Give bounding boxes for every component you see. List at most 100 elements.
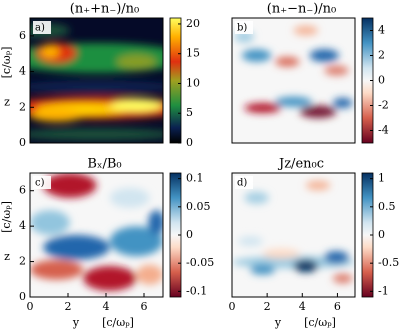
panel-label-box: [33, 21, 51, 34]
y-axis-unit: [c/ωₚ]: [0, 47, 13, 79]
colorbar-tick-label: -4: [378, 124, 389, 137]
field-blob: [275, 56, 300, 67]
chart-title: Bₓ/B₀: [87, 157, 121, 172]
chart-title: Jz/en₀c: [277, 157, 324, 172]
field-blob: [109, 226, 163, 257]
field-blob: [30, 210, 70, 236]
field-blob: [238, 236, 263, 247]
field-blob: [30, 43, 163, 73]
heatmap: [30, 18, 163, 143]
panel-label: c): [35, 178, 45, 189]
field-blob: [83, 266, 137, 291]
y-tick-label: 6: [19, 184, 26, 197]
colorbar-tick-label: 4: [378, 24, 385, 37]
x-tick-label: 4: [103, 300, 110, 313]
x-tick-label: 6: [141, 300, 148, 313]
field-blob: [332, 98, 353, 108]
colorbar-tick-label: 5: [186, 106, 193, 119]
heatmap-field: [232, 180, 355, 284]
field-blob: [40, 45, 60, 58]
heatmap-field: [30, 23, 163, 141]
y-tick-label: 4: [19, 65, 26, 78]
x-axis-label: y: [72, 316, 80, 329]
frame: [29, 17, 164, 144]
panel-label: b): [237, 23, 247, 34]
colorbar-tick-label: 0.05: [186, 200, 211, 213]
field-blob: [109, 187, 150, 208]
heatmap-field: [30, 173, 163, 291]
x-tick-label: 0: [229, 300, 236, 313]
y-axis-unit: [c/ωₚ]: [0, 201, 13, 233]
field-blob: [136, 264, 163, 285]
field-blob: [262, 248, 300, 259]
colorbar-tick-label: 15: [186, 47, 200, 60]
x-axis-unit: [c/ωₚ]: [304, 316, 336, 329]
field-blob: [244, 191, 269, 204]
field-blob: [43, 173, 97, 198]
field-blob: [324, 65, 349, 76]
x-tick-label: 0: [27, 300, 34, 313]
y-tick-label: 0: [19, 136, 26, 149]
field-blob: [332, 273, 353, 284]
y-tick-label: 2: [19, 100, 26, 113]
colorbar: [169, 17, 182, 144]
y-tick-label: 6: [19, 29, 26, 42]
chart-title: (n₊−n₋)/n₀: [267, 2, 336, 17]
panel-label: a): [35, 23, 45, 34]
x-axis-label: y: [274, 316, 282, 329]
colorbar-tick-label: 0.1: [186, 172, 204, 185]
field-blob: [116, 54, 157, 70]
x-tick-label: 2: [264, 300, 271, 313]
colorbar-tick-label: 0: [378, 74, 385, 87]
field-blob: [244, 103, 282, 113]
colorbar-tick-label: 0.5: [378, 200, 396, 213]
colorbar-tick-label: 1: [378, 172, 385, 185]
chart-title: (n₊+n₋)/n₀: [70, 2, 139, 17]
field-blob: [293, 25, 319, 36]
field-blob: [275, 96, 312, 107]
panel-label: d): [237, 178, 247, 189]
y-tick-label: 2: [19, 255, 26, 268]
field-blob: [324, 251, 349, 264]
x-tick-label: 2: [65, 300, 72, 313]
x-tick-label: 6: [334, 300, 341, 313]
field-blob: [148, 210, 163, 235]
field-blob: [241, 49, 272, 62]
colorbar-tick-label: 0: [186, 228, 193, 241]
field-blob: [30, 259, 84, 280]
heatmap: [232, 173, 355, 297]
field-blob: [250, 264, 276, 275]
x-tick-label: 4: [299, 300, 306, 313]
colorbar-tick-label: 0: [186, 136, 193, 149]
colorbar-tick-label: 0: [378, 228, 385, 241]
field-blob: [30, 128, 163, 141]
colorbar-tick-label: -1: [378, 284, 389, 297]
panel-label-box: [235, 176, 253, 189]
field-blob: [30, 109, 84, 122]
colorbar-tick-label: -0.1: [186, 284, 207, 297]
colorbar-tick-label: -2: [378, 99, 389, 112]
y-tick-label: 4: [19, 219, 26, 232]
heatmap: [232, 18, 355, 143]
field-blob: [43, 235, 110, 260]
y-tick-label: 0: [19, 290, 26, 303]
panel-label-box: [33, 176, 51, 189]
colorbar-tick-label: 2: [378, 49, 385, 62]
field-blob: [293, 259, 319, 273]
x-axis-unit: [c/ωₚ]: [102, 316, 134, 329]
field-blob: [305, 180, 331, 191]
field-blob: [30, 80, 163, 93]
frame: [231, 17, 356, 144]
field-blob: [299, 105, 337, 118]
colorbar-tick-label: 10: [186, 76, 200, 89]
field-blob: [309, 49, 340, 62]
colorbar-tick-label: 20: [186, 17, 200, 30]
y-axis-label: z: [4, 250, 10, 263]
y-axis-label: z: [4, 96, 10, 109]
field-blob: [109, 99, 163, 112]
frame: [29, 172, 164, 298]
panel-label-box: [235, 21, 253, 34]
colorbar-tick-label: -0.05: [186, 256, 214, 269]
frame: [231, 172, 356, 298]
